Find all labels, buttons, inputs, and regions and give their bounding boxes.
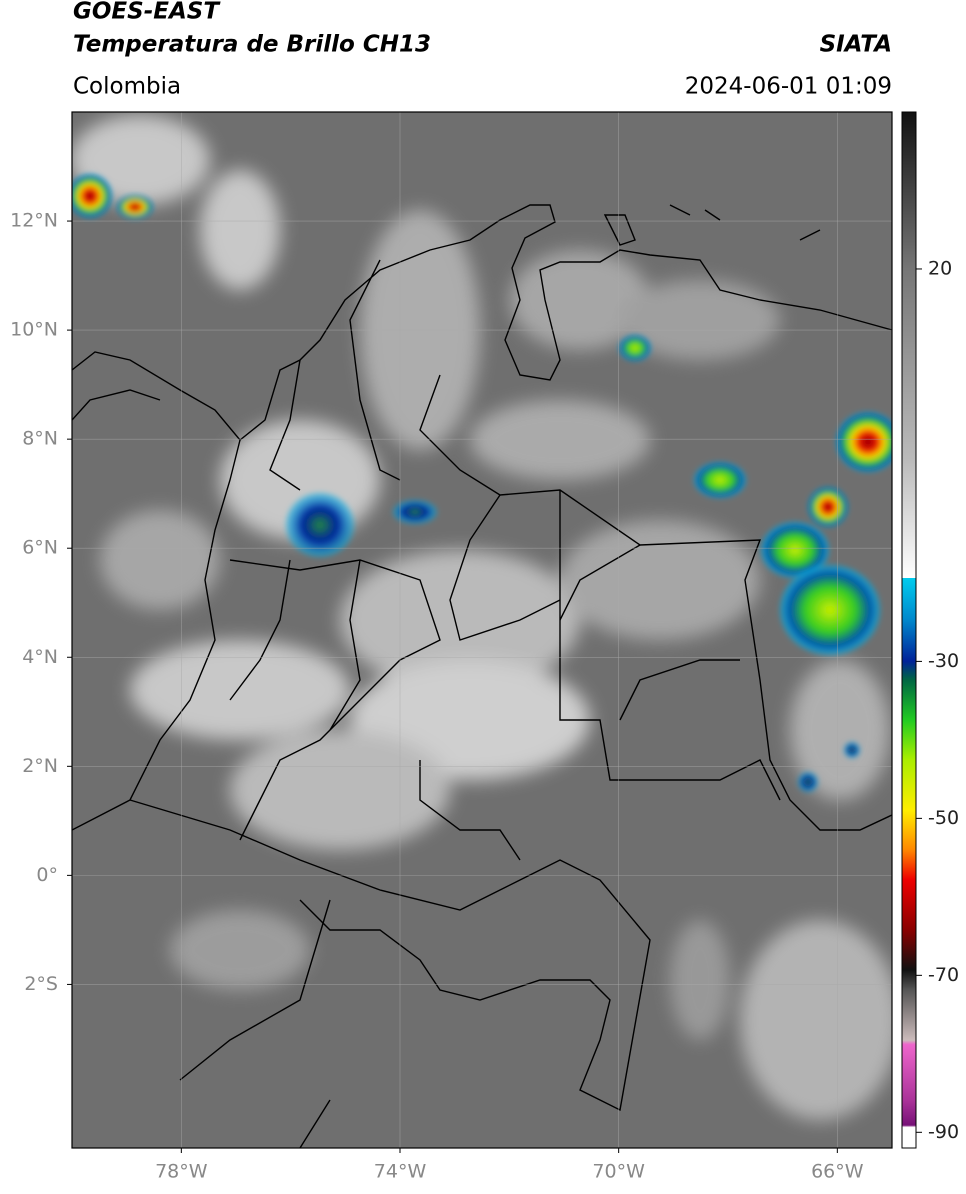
x-tick-label: 78°W bbox=[155, 1161, 208, 1183]
x-tick-label: 66°W bbox=[811, 1161, 864, 1183]
colorbar-tick-label: -90 bbox=[928, 1121, 959, 1143]
colorbar-tick-label: -30 bbox=[928, 650, 959, 672]
colorbar-tick-label: -70 bbox=[928, 964, 959, 986]
y-tick-label: 2°N bbox=[22, 755, 58, 777]
satellite-title: GOES-EAST bbox=[73, 0, 221, 25]
satellite-image bbox=[72, 112, 892, 1148]
map-frame bbox=[71, 111, 893, 1149]
x-tick-label: 70°W bbox=[592, 1161, 645, 1183]
convective-cells bbox=[72, 174, 892, 792]
source: SIATA bbox=[820, 32, 892, 58]
y-tick-label: 2°S bbox=[24, 973, 58, 995]
colorbar-tick-label: 20 bbox=[928, 257, 952, 279]
y-tick-label: 10°N bbox=[10, 319, 58, 341]
borders bbox=[72, 204, 892, 1148]
y-tick-label: 4°N bbox=[22, 646, 58, 668]
y-tick-label: 8°N bbox=[22, 428, 58, 450]
product-title: Temperatura de Brillo CH13 bbox=[73, 32, 431, 58]
y-tick-label: 12°N bbox=[10, 210, 58, 232]
colorbar-tick-label: -50 bbox=[928, 807, 959, 829]
grid bbox=[72, 112, 892, 1148]
datetime: 2024-06-01 01:09 bbox=[685, 74, 892, 100]
y-tick-label: 0° bbox=[36, 864, 58, 886]
colorbar bbox=[901, 111, 917, 1149]
x-tick-label: 74°W bbox=[374, 1161, 427, 1183]
region: Colombia bbox=[73, 74, 181, 100]
y-tick-label: 6°N bbox=[22, 537, 58, 559]
